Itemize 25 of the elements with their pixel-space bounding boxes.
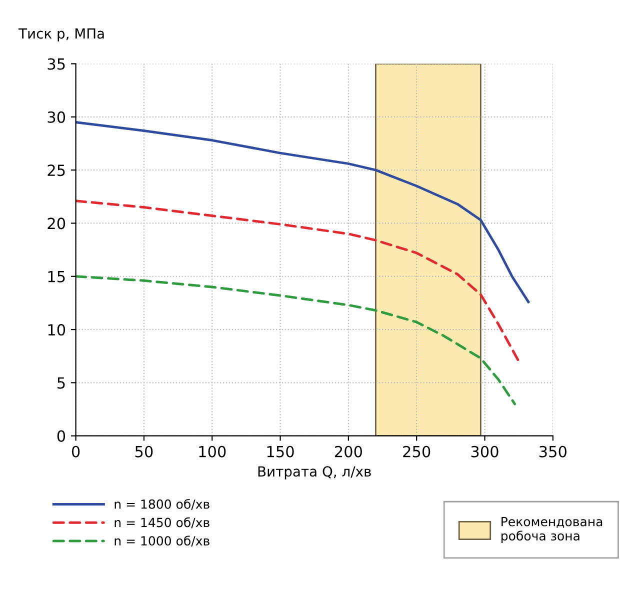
x-tick-label: 250 bbox=[403, 446, 430, 458]
line-series bbox=[76, 120, 530, 304]
x-tick-label: 350 bbox=[540, 446, 566, 458]
y-tick-label: 10 bbox=[48, 324, 66, 336]
x-tick-label: 0 bbox=[72, 446, 80, 458]
x-tick-label: 100 bbox=[199, 446, 226, 458]
legend-label: n = 1000 об/хв bbox=[114, 536, 210, 547]
line-series bbox=[76, 200, 520, 363]
line-series bbox=[76, 275, 516, 406]
x-tick-label: 200 bbox=[334, 446, 362, 458]
y-tick-label: 0 bbox=[57, 430, 66, 442]
legend-label: Рекомендована робоча зона bbox=[501, 517, 602, 543]
y-tick-label: 25 bbox=[48, 164, 65, 176]
x-tick-label: 150 bbox=[267, 446, 294, 458]
y-tick-label: 30 bbox=[48, 111, 66, 123]
y-axis-title: Тиск p, МПа bbox=[18, 28, 104, 42]
y-tick-label: 35 bbox=[48, 58, 65, 70]
legend-label: n = 1800 об/хв bbox=[114, 498, 210, 510]
x-tick-label: 300 bbox=[471, 446, 498, 458]
x-axis-title: Витрата Q, л/хв bbox=[258, 466, 371, 480]
y-tick-label: 15 bbox=[48, 271, 65, 282]
legend-label: n = 1450 об/хв bbox=[114, 517, 210, 528]
y-tick-label: 5 bbox=[58, 377, 65, 389]
y-tick-label: 20 bbox=[48, 218, 66, 230]
x-tick-label: 50 bbox=[135, 446, 153, 458]
